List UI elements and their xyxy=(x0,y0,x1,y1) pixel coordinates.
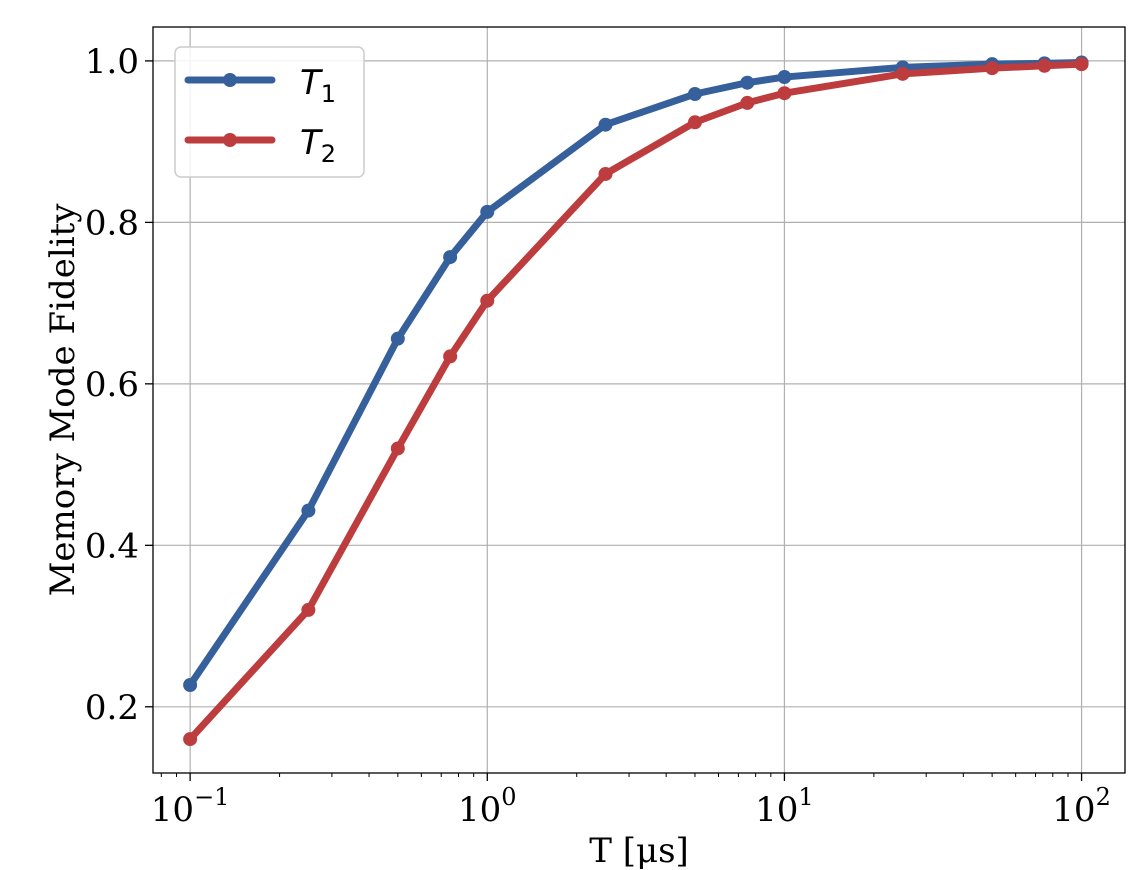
data-point xyxy=(443,349,458,364)
data-point xyxy=(443,250,458,265)
data-point xyxy=(687,115,702,130)
grid xyxy=(153,27,1125,773)
data-point xyxy=(740,95,755,110)
data-point xyxy=(740,75,755,90)
y-tick-label: 0.2 xyxy=(85,688,139,728)
legend-marker xyxy=(223,133,237,147)
data-point xyxy=(301,602,316,617)
x-tick-label: 102 xyxy=(1052,783,1111,830)
y-tick-label: 0.8 xyxy=(85,203,139,243)
y-tick-label: 0.6 xyxy=(85,365,139,405)
data-point xyxy=(777,86,792,101)
data-point xyxy=(480,204,495,219)
data-point xyxy=(183,677,198,692)
data-point xyxy=(301,503,316,518)
legend-marker xyxy=(223,73,237,87)
ticks: 10−1 100 101 102 0.2 0.4 0.6 0.8 1.0 xyxy=(85,42,1111,830)
data-point xyxy=(598,166,613,181)
data-point xyxy=(390,441,405,456)
x-tick-label: 100 xyxy=(458,783,517,830)
data-point xyxy=(687,87,702,102)
data-point xyxy=(1037,58,1052,73)
y-tick-label: 1.0 xyxy=(85,42,139,82)
series-2 xyxy=(183,57,1089,747)
x-tick-label: 101 xyxy=(755,783,814,830)
y-tick-label: 0.4 xyxy=(85,526,139,566)
data-point xyxy=(777,70,792,85)
legend-label: T2 xyxy=(300,123,336,168)
data-point xyxy=(390,331,405,346)
legend-label: T1 xyxy=(300,63,336,108)
x-axis-label: T [μs] xyxy=(589,831,689,870)
data-point xyxy=(183,732,198,747)
data-point xyxy=(1074,57,1089,72)
data-point xyxy=(598,117,613,132)
y-axis-label: Memory Mode Fidelity xyxy=(43,203,83,597)
plot-frame xyxy=(152,26,1126,774)
data-point xyxy=(985,61,1000,76)
data-point xyxy=(895,66,910,81)
data-point xyxy=(480,293,495,308)
x-tick-label: 10−1 xyxy=(151,783,230,830)
